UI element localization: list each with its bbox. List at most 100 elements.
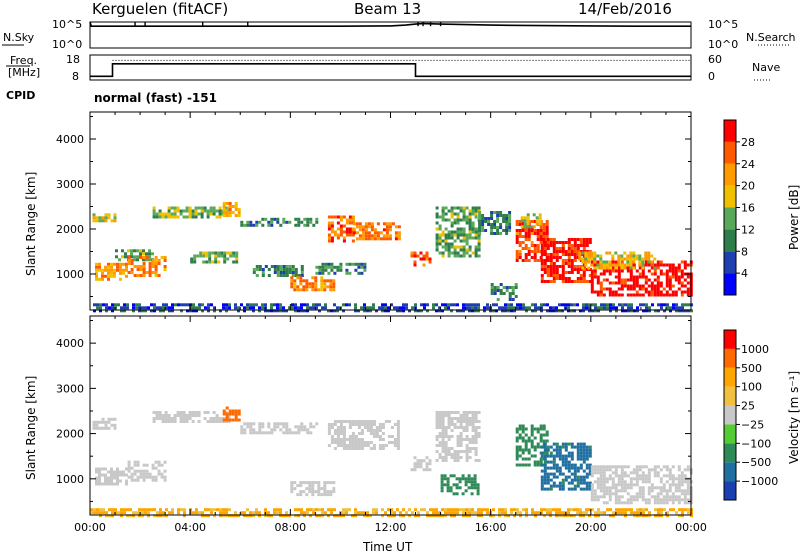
heat-cell [324, 268, 328, 272]
heat-cell [468, 303, 471, 307]
heat-cell [450, 309, 453, 313]
heat-cell [588, 484, 592, 488]
heat-cell [237, 309, 240, 313]
heat-cell [546, 280, 550, 283]
heat-cell [207, 514, 210, 518]
heat-cell [525, 514, 528, 518]
heat-cell [605, 278, 609, 282]
heat-cell [665, 480, 669, 484]
heat-cell [656, 263, 660, 267]
heat-cell [609, 303, 612, 307]
heat-cell [95, 274, 98, 278]
heat-cell [492, 514, 495, 518]
heat-cell [207, 306, 210, 310]
heat-cell [387, 435, 391, 438]
heat-cell [118, 258, 121, 262]
heat-cell [599, 483, 603, 487]
heat-cell [602, 263, 606, 267]
heat-cell [531, 303, 534, 307]
heat-cell [339, 420, 343, 423]
heat-cell [363, 426, 367, 429]
heat-cell [305, 288, 309, 292]
heat-cell [276, 422, 280, 426]
heat-cell [659, 293, 663, 297]
heat-cell [330, 441, 334, 444]
heat-cell [477, 242, 481, 246]
heat-cell [672, 306, 675, 310]
heat-cell [530, 220, 534, 223]
heat-cell [552, 484, 556, 488]
heat-cell [107, 426, 111, 430]
heat-cell [200, 206, 204, 210]
heat-cell [632, 257, 636, 261]
heat-cell [162, 309, 165, 313]
heat-cell [674, 278, 678, 282]
heat-cell [668, 278, 672, 282]
heat-cell [440, 483, 444, 487]
heat-cell [635, 492, 639, 496]
heat-cell [602, 471, 606, 475]
heat-cell [597, 306, 600, 310]
heat-cell [585, 238, 589, 241]
heat-cell [638, 477, 642, 481]
heat-cell [558, 487, 562, 491]
heat-cell [293, 487, 297, 491]
heat-cell [614, 269, 618, 273]
heat-cell [614, 468, 618, 472]
heat-cell [653, 474, 657, 478]
heat-cell [336, 236, 340, 240]
heat-cell [375, 426, 379, 429]
heat-cell [300, 274, 304, 277]
heat-cell [642, 508, 645, 512]
heat-cell [225, 211, 229, 214]
heat-cell [596, 278, 600, 282]
heat-cell [647, 263, 651, 267]
heat-cell [636, 306, 639, 310]
heat-cell [486, 303, 489, 307]
heat-cell [681, 309, 684, 313]
heat-cell [312, 223, 316, 227]
heat-cell [552, 262, 556, 265]
heat-cell [342, 432, 346, 435]
heat-cell [158, 411, 162, 414]
heat-cell [183, 303, 186, 307]
heat-cell [639, 514, 642, 518]
heat-cell [330, 423, 334, 426]
heat-cell [110, 467, 113, 471]
heat-cell [255, 508, 258, 512]
heat-cell [438, 441, 442, 444]
heat-cell [536, 259, 540, 262]
heat-cell [609, 508, 612, 512]
heat-cell [543, 244, 547, 247]
heat-cell [104, 479, 107, 483]
heat-cell [635, 254, 639, 258]
heat-cell [223, 257, 227, 261]
freq-label-1: Freq. [10, 54, 38, 67]
heat-cell [270, 514, 273, 518]
heat-cell [235, 260, 239, 264]
heat-cell [513, 306, 516, 310]
heat-cell [608, 290, 612, 294]
heat-cell [459, 441, 463, 444]
heat-cell [623, 474, 627, 478]
heat-cell [671, 293, 675, 297]
heat-cell [599, 266, 603, 270]
heat-cell [153, 508, 156, 512]
heat-cell [626, 483, 630, 487]
heat-cell [478, 214, 482, 217]
heat-cell [366, 514, 369, 518]
heat-cell [653, 495, 657, 499]
heat-cell [471, 511, 474, 515]
heat-cell [148, 252, 151, 256]
heat-cell [203, 209, 207, 213]
heat-cell [375, 429, 379, 432]
heat-cell [163, 469, 167, 473]
heat-cell [228, 214, 232, 217]
heat-cell [396, 432, 400, 435]
colorbar-tick-label: 12 [741, 223, 755, 236]
heat-cell [671, 483, 675, 487]
heat-cell [225, 202, 229, 205]
colorbar-swatch [724, 367, 736, 387]
colorbar-tick-label: 20 [741, 180, 755, 193]
heat-cell [196, 254, 200, 258]
